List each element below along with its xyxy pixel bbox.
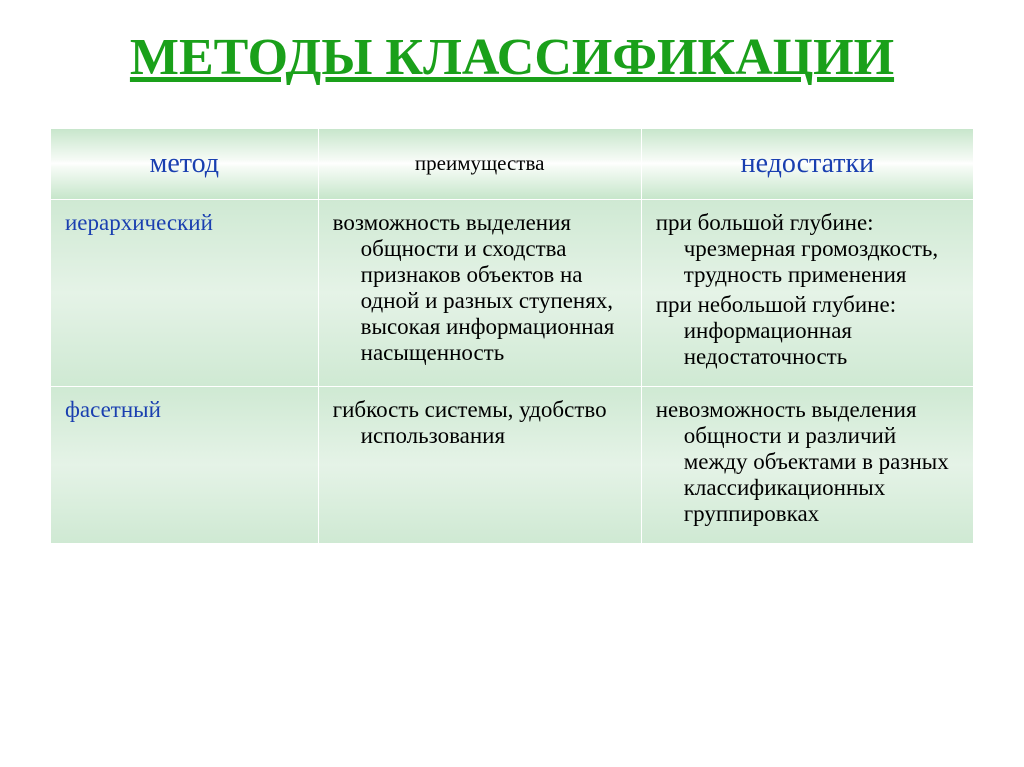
advantage-item: гибкость системы, удобство использования: [333, 397, 627, 449]
table-header-row: метод преимущества недостатки: [51, 128, 974, 199]
disadvantage-item: при большой глубине: чрезмерная громоздк…: [656, 210, 959, 288]
cell-method: фасетный: [51, 386, 319, 543]
header-disadvantages: недостатки: [641, 128, 973, 199]
table-row: иерархический возможность выделения общн…: [51, 199, 974, 386]
header-method: метод: [51, 128, 319, 199]
slide-title: МЕТОДЫ КЛАССИФИКАЦИИ: [50, 28, 974, 88]
cell-method: иерархический: [51, 199, 319, 386]
slide: МЕТОДЫ КЛАССИФИКАЦИИ метод преимущества …: [0, 0, 1024, 767]
advantage-item: возможность выделения общности и сходств…: [333, 210, 627, 366]
table-row: фасетный гибкость системы, удобство испо…: [51, 386, 974, 543]
disadvantage-item: невозможность выделения общности и разли…: [656, 397, 959, 527]
cell-disadvantages: невозможность выделения общности и разли…: [641, 386, 973, 543]
cell-advantages: гибкость системы, удобство использования: [318, 386, 641, 543]
header-advantages: преимущества: [318, 128, 641, 199]
comparison-table: метод преимущества недостатки иерархичес…: [50, 128, 974, 544]
cell-advantages: возможность выделения общности и сходств…: [318, 199, 641, 386]
disadvantage-item: при небольшой глубине: информационная не…: [656, 292, 959, 370]
cell-disadvantages: при большой глубине: чрезмерная громоздк…: [641, 199, 973, 386]
